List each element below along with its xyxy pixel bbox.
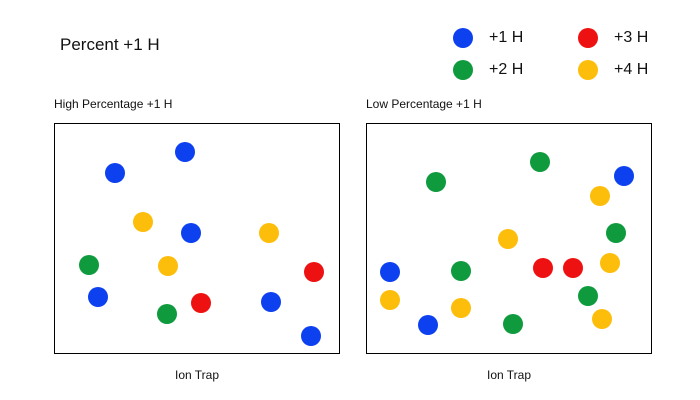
ion-plus1 bbox=[88, 287, 108, 307]
ion-plus2 bbox=[606, 223, 626, 243]
ion-plus3 bbox=[191, 293, 211, 313]
legend-dot-plus2 bbox=[453, 60, 473, 80]
legend-dot-plus1 bbox=[453, 28, 473, 48]
ion-plus2 bbox=[503, 314, 523, 334]
panel-title-low: Low Percentage +1 H bbox=[366, 97, 482, 111]
ion-plus4 bbox=[259, 223, 279, 243]
figure-title: Percent +1 H bbox=[60, 35, 160, 54]
legend-item-plus2: +2 H bbox=[453, 60, 523, 80]
ion-plus3 bbox=[533, 258, 553, 278]
ion-plus1 bbox=[261, 292, 281, 312]
legend-label-plus2: +2 H bbox=[489, 61, 524, 78]
ion-plus3 bbox=[304, 262, 324, 282]
panel-title-high: High Percentage +1 H bbox=[54, 97, 173, 111]
legend-item-plus3: +3 H bbox=[578, 28, 648, 48]
legend-item-plus1: +1 H bbox=[453, 28, 523, 48]
caption-low: Ion Trap bbox=[486, 368, 532, 382]
ion-plus1 bbox=[301, 326, 321, 346]
ion-plus2 bbox=[426, 172, 446, 192]
ion-plus2 bbox=[451, 261, 471, 281]
ion-plus1 bbox=[380, 262, 400, 282]
ion-plus3 bbox=[563, 258, 583, 278]
legend-label-plus4: +4 H bbox=[614, 61, 649, 78]
ion-plus4 bbox=[133, 212, 153, 232]
legend-dot-plus3 bbox=[578, 28, 598, 48]
ion-plus4 bbox=[380, 290, 400, 310]
ion-plus1 bbox=[614, 166, 634, 186]
legend-dot-plus4 bbox=[578, 60, 598, 80]
ion-plus1 bbox=[105, 163, 125, 183]
ion-plus4 bbox=[158, 256, 178, 276]
ion-plus1 bbox=[181, 223, 201, 243]
ion-plus4 bbox=[592, 309, 612, 329]
legend-item-plus4: +4 H bbox=[578, 60, 648, 80]
caption-high: Ion Trap bbox=[174, 368, 220, 382]
ion-plus2 bbox=[79, 255, 99, 275]
legend-label-plus1: +1 H bbox=[489, 29, 524, 46]
ion-plus4 bbox=[600, 253, 620, 273]
ion-plus2 bbox=[578, 286, 598, 306]
legend-label-plus3: +3 H bbox=[614, 29, 649, 46]
ion-plus2 bbox=[530, 152, 550, 172]
ion-plus4 bbox=[590, 186, 610, 206]
ion-plus4 bbox=[451, 298, 471, 318]
ion-plus4 bbox=[498, 229, 518, 249]
ion-trap-high bbox=[54, 123, 340, 354]
ion-plus1 bbox=[175, 142, 195, 162]
ion-plus1 bbox=[418, 315, 438, 335]
ion-plus2 bbox=[157, 304, 177, 324]
ion-trap-low bbox=[366, 123, 652, 354]
